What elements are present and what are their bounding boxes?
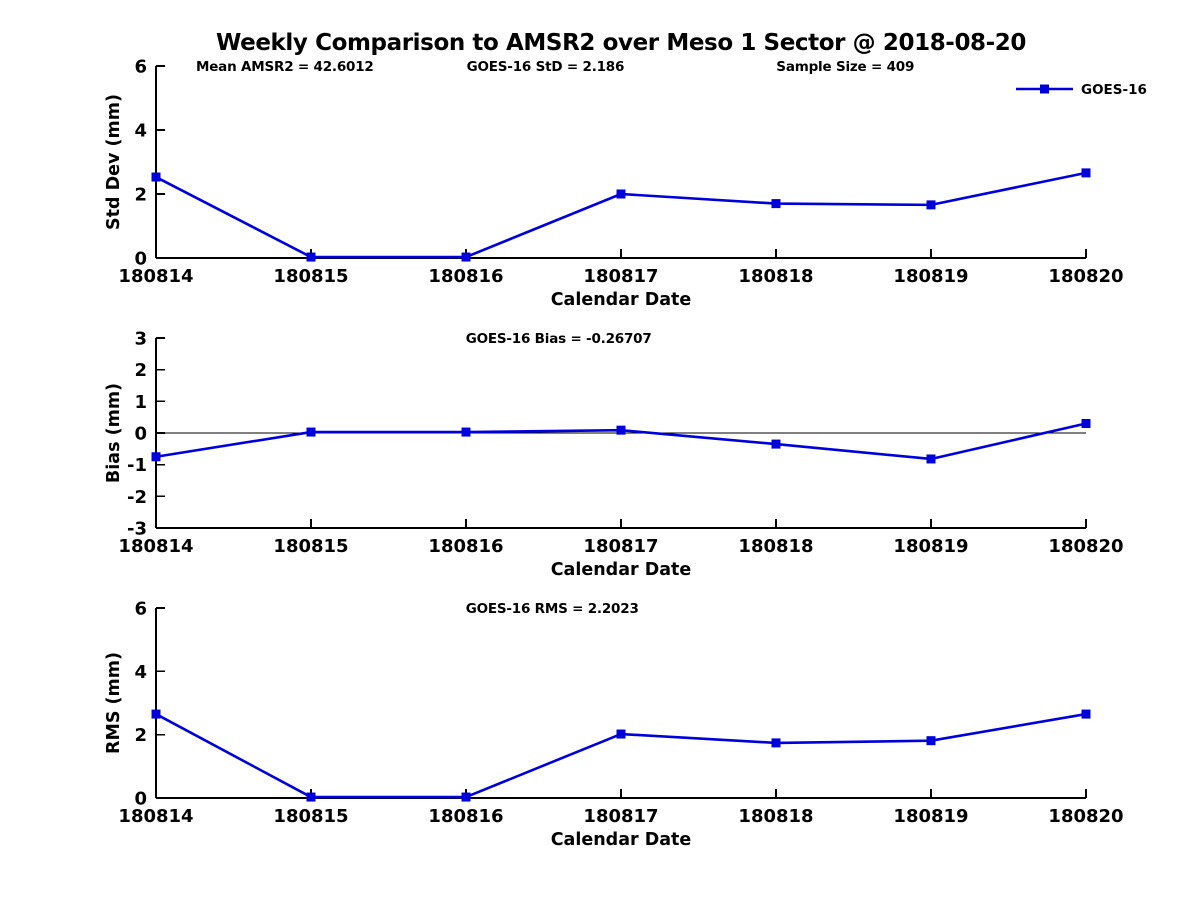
y-tick-label: 6 xyxy=(134,57,147,78)
data-point-marker xyxy=(151,172,161,182)
x-tick-label: 180818 xyxy=(738,536,813,557)
x-tick-label: 180816 xyxy=(428,806,503,827)
data-point-marker xyxy=(926,200,936,210)
x-tick-label: 180817 xyxy=(583,806,658,827)
data-point-marker xyxy=(616,729,626,739)
y-tick-label: 2 xyxy=(134,360,147,381)
y-axis-label: Std Dev (mm) xyxy=(104,94,124,230)
data-point-marker xyxy=(771,199,781,209)
x-tick-label: 180816 xyxy=(428,536,503,557)
legend-label: GOES-16 xyxy=(1081,82,1147,98)
x-tick-label: 180820 xyxy=(1048,806,1123,827)
data-point-marker xyxy=(616,189,626,199)
data-point-marker xyxy=(1081,419,1091,428)
x-tick-label: 180819 xyxy=(893,266,968,287)
x-tick-label: 180818 xyxy=(738,266,813,287)
data-point-marker xyxy=(1081,168,1091,178)
data-point-marker xyxy=(926,454,936,464)
data-point-marker xyxy=(151,709,161,719)
panel-annotation: GOES-16 RMS = 2.2023 xyxy=(466,601,639,617)
y-tick-label: 4 xyxy=(134,121,147,142)
x-tick-label: 180814 xyxy=(118,536,193,557)
y-tick-label: 1 xyxy=(134,392,147,413)
data-point-marker xyxy=(306,252,316,262)
x-axis-label: Calendar Date xyxy=(551,830,692,850)
data-line xyxy=(154,171,1088,259)
panel-annotation: GOES-16 StD = 2.186 xyxy=(467,59,625,75)
x-tick-label: 180815 xyxy=(273,536,348,557)
y-axis-label: Bias (mm) xyxy=(104,383,124,483)
y-tick-label: 0 xyxy=(134,249,147,270)
data-point-marker xyxy=(461,792,471,802)
panel-annotation: GOES-16 Bias = -0.26707 xyxy=(466,331,652,347)
y-tick-label: 6 xyxy=(134,599,147,620)
x-tick-label: 180820 xyxy=(1048,266,1123,287)
x-tick-label: 180814 xyxy=(118,806,193,827)
x-tick-label: 180814 xyxy=(118,266,193,287)
data-point-marker xyxy=(151,452,161,462)
y-tick-label: 2 xyxy=(134,185,147,206)
y-tick-label: -3 xyxy=(127,519,147,540)
data-point-marker xyxy=(926,736,936,746)
x-tick-label: 180815 xyxy=(273,266,348,287)
x-tick-label: 180817 xyxy=(583,536,658,557)
data-point-marker xyxy=(1081,709,1091,719)
x-tick-label: 180818 xyxy=(738,806,813,827)
y-tick-label: 0 xyxy=(134,424,147,445)
data-point-marker xyxy=(616,425,626,435)
data-point-marker xyxy=(771,738,781,748)
figure-title: Weekly Comparison to AMSR2 over Meso 1 S… xyxy=(215,30,1027,56)
y-tick-label: -2 xyxy=(127,487,147,508)
data-point-marker xyxy=(306,792,316,802)
data-point-marker xyxy=(461,427,471,437)
x-tick-label: 180816 xyxy=(428,266,503,287)
panel-annotation: Mean AMSR2 = 42.6012 xyxy=(196,59,374,75)
panel-annotation: Sample Size = 409 xyxy=(776,59,914,75)
x-tick-label: 180815 xyxy=(273,806,348,827)
x-tick-label: 180817 xyxy=(583,266,658,287)
x-axis-label: Calendar Date xyxy=(551,290,692,310)
y-tick-label: 0 xyxy=(134,789,147,810)
data-line xyxy=(154,712,1088,799)
x-tick-label: 180819 xyxy=(893,806,968,827)
data-point-marker xyxy=(771,439,781,449)
y-tick-label: 2 xyxy=(134,725,147,746)
y-axis-label: RMS (mm) xyxy=(104,652,124,754)
x-axis-label: Calendar Date xyxy=(551,560,692,580)
legend-marker-sample xyxy=(1040,84,1049,94)
x-tick-label: 180819 xyxy=(893,536,968,557)
y-tick-label: 4 xyxy=(134,662,147,683)
y-tick-label: 3 xyxy=(134,329,147,350)
x-tick-label: 180820 xyxy=(1048,536,1123,557)
data-point-marker xyxy=(306,427,316,437)
y-tick-label: -1 xyxy=(127,455,147,476)
data-point-marker xyxy=(461,252,471,262)
